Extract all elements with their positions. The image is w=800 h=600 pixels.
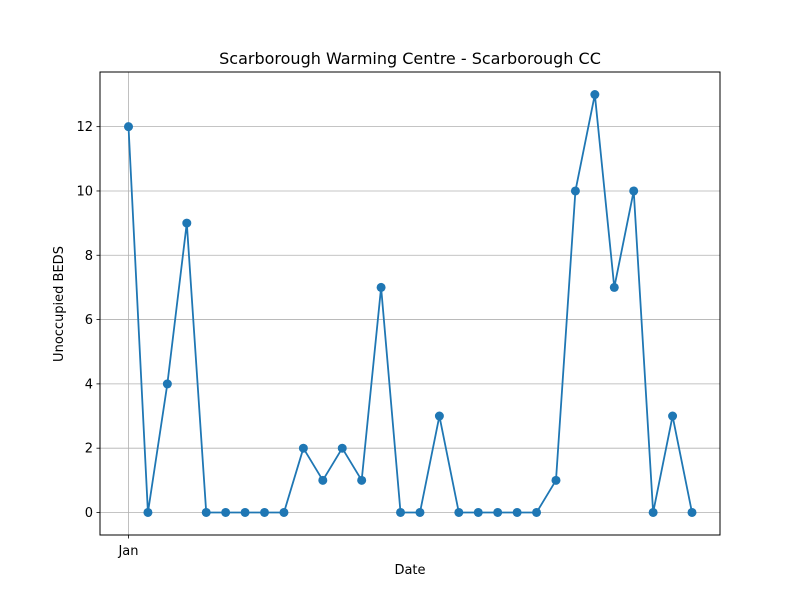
chart-title: Scarborough Warming Centre - Scarborough… <box>219 49 601 68</box>
y-tick-label: 10 <box>76 184 93 199</box>
plot-frame <box>99 71 721 536</box>
data-point <box>279 507 289 517</box>
data-point <box>240 507 250 517</box>
data-point <box>201 507 211 517</box>
data-point <box>260 507 270 517</box>
data-series <box>124 90 697 517</box>
data-point <box>298 443 308 453</box>
y-tick-label: 8 <box>85 249 93 264</box>
data-point <box>454 507 464 517</box>
data-point <box>318 475 328 485</box>
data-point <box>473 507 483 517</box>
data-point <box>512 507 522 517</box>
data-point <box>182 218 192 228</box>
y-tick-label: 12 <box>76 120 93 135</box>
data-point <box>687 507 697 517</box>
data-point <box>493 507 503 517</box>
data-point <box>337 443 347 453</box>
y-tick-label: 0 <box>85 506 93 521</box>
data-point <box>143 507 153 517</box>
data-point <box>629 186 639 196</box>
data-point <box>590 90 600 100</box>
data-point <box>668 411 678 421</box>
data-point <box>609 282 619 292</box>
data-point <box>221 507 231 517</box>
y-tick-label: 6 <box>85 313 93 328</box>
y-tick-label: 4 <box>85 377 93 392</box>
x-axis-label: Date <box>394 563 425 578</box>
y-tick-label: 2 <box>85 442 93 457</box>
data-point <box>551 475 561 485</box>
data-point <box>570 186 580 196</box>
data-point <box>396 507 406 517</box>
y-axis-ticks: 0 2 4 6 8 10 12 <box>76 120 100 521</box>
data-point <box>648 507 658 517</box>
data-point <box>357 475 367 485</box>
data-point <box>434 411 444 421</box>
data-point <box>415 507 425 517</box>
data-point <box>124 122 133 132</box>
y-axis-label: Unoccupied BEDS <box>52 246 67 362</box>
data-point <box>376 282 386 292</box>
data-point <box>162 379 172 389</box>
x-tick-label: Jan <box>117 544 138 559</box>
x-axis-ticks: Jan <box>117 535 139 559</box>
data-point <box>532 507 542 517</box>
